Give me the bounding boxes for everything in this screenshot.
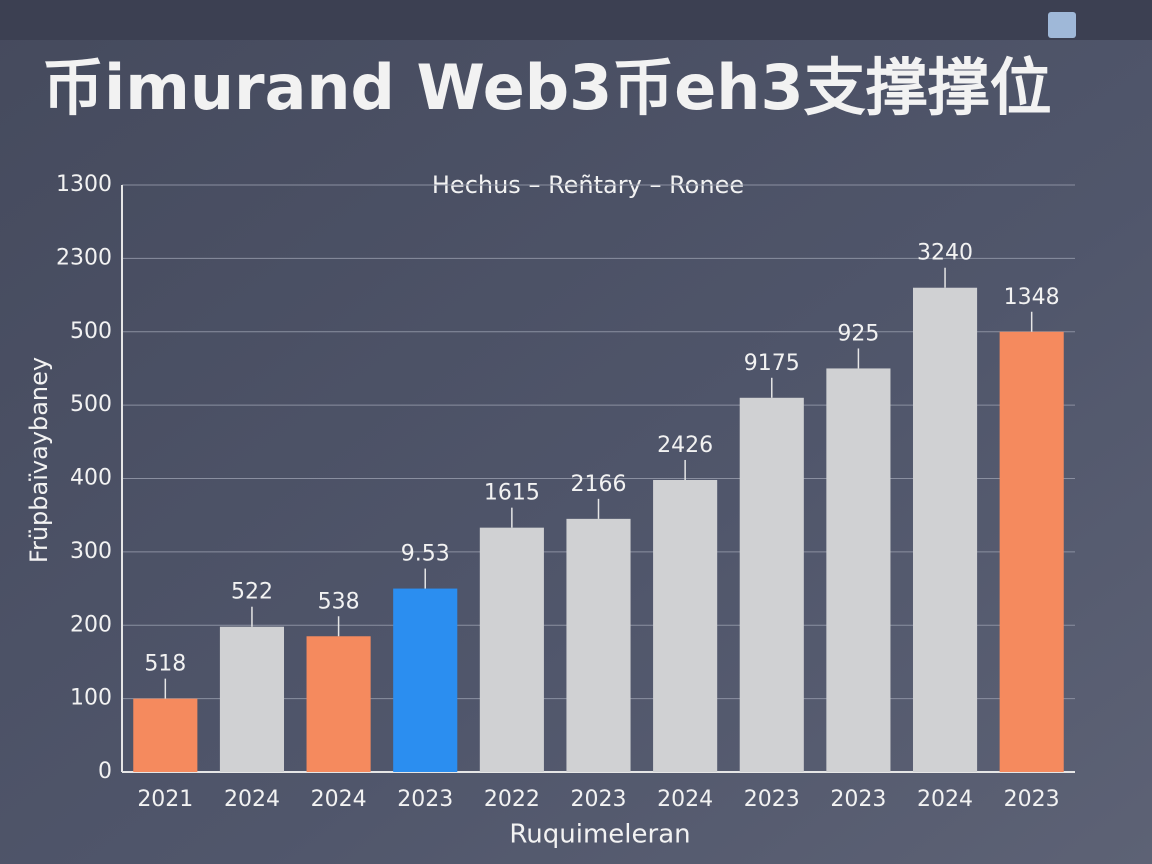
bar-label: 518 [144,652,186,677]
y-tick-label: 500 [70,392,112,417]
bar [219,626,285,772]
bar [999,331,1064,772]
bar-label: 9175 [744,351,800,376]
bar-label: 9.53 [401,542,450,567]
y-tick-label: 0 [98,759,112,784]
bar-label: 522 [231,580,273,605]
chart-title: 币imurand Web3币eh3支撑撑位 [42,51,1052,124]
bar [566,518,631,772]
bar-label: 2166 [571,472,627,497]
y-axis-label: Früpbaïvaybaney [25,357,53,563]
x-tick-label: 2023 [830,787,886,812]
bar [393,588,458,772]
bar-label: 2426 [657,433,713,458]
y-tick-label: 100 [70,686,112,711]
x-tick-label: 2022 [484,787,540,812]
y-tick-label: 300 [70,539,112,564]
y-tick-label: 1300 [56,172,112,197]
x-tick-label: 2024 [917,787,973,812]
x-tick-label: 2024 [657,787,713,812]
bar-label: 3240 [917,241,973,266]
x-tick-label: 2023 [397,787,453,812]
bar-label: 1348 [1004,285,1060,310]
x-tick-label: 2024 [224,787,280,812]
bar [479,527,544,772]
y-tick-label: 500 [70,319,112,344]
x-tick-label: 2024 [311,787,367,812]
y-tick-label: 2300 [56,245,112,270]
x-axis-label: Ruquimeleran [509,820,690,850]
bar-label: 1615 [484,481,540,506]
bar [306,636,371,772]
x-tick-label: 2023 [744,787,800,812]
bar [133,698,198,772]
bar [826,368,891,772]
y-tick-label: 200 [70,612,112,637]
x-tick-label: 2023 [571,787,627,812]
bar [739,397,804,772]
x-tick-label: 2021 [137,787,193,812]
top-bar [0,0,1152,40]
search-button[interactable] [1048,12,1076,38]
y-tick-label: 400 [70,466,112,491]
bar-label: 925 [837,321,879,346]
bar [912,287,978,772]
bar-label: 538 [318,589,360,614]
x-tick-label: 2023 [1004,787,1060,812]
bar [653,479,718,772]
